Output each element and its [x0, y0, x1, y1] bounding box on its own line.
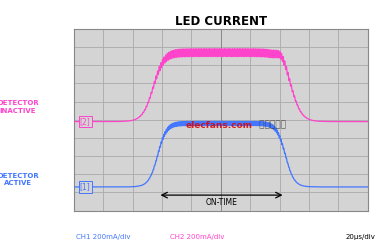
Text: [1]: [1] — [80, 182, 91, 191]
Text: 电子发烧友: 电子发烧友 — [256, 121, 286, 130]
Text: CH2 200mA/div: CH2 200mA/div — [170, 234, 224, 240]
Text: CH1 200mA/div: CH1 200mA/div — [76, 234, 130, 240]
Text: ON-TIME: ON-TIME — [205, 198, 237, 207]
Title: LED CURRENT: LED CURRENT — [175, 15, 267, 28]
Text: 20μs/div: 20μs/div — [345, 234, 375, 240]
Text: DETECTOR
ACTIVE: DETECTOR ACTIVE — [0, 173, 39, 186]
Text: [2]: [2] — [80, 117, 91, 126]
Text: elecfans.com: elecfans.com — [186, 121, 252, 130]
Text: DETECTOR
INACTIVE: DETECTOR INACTIVE — [0, 100, 39, 114]
